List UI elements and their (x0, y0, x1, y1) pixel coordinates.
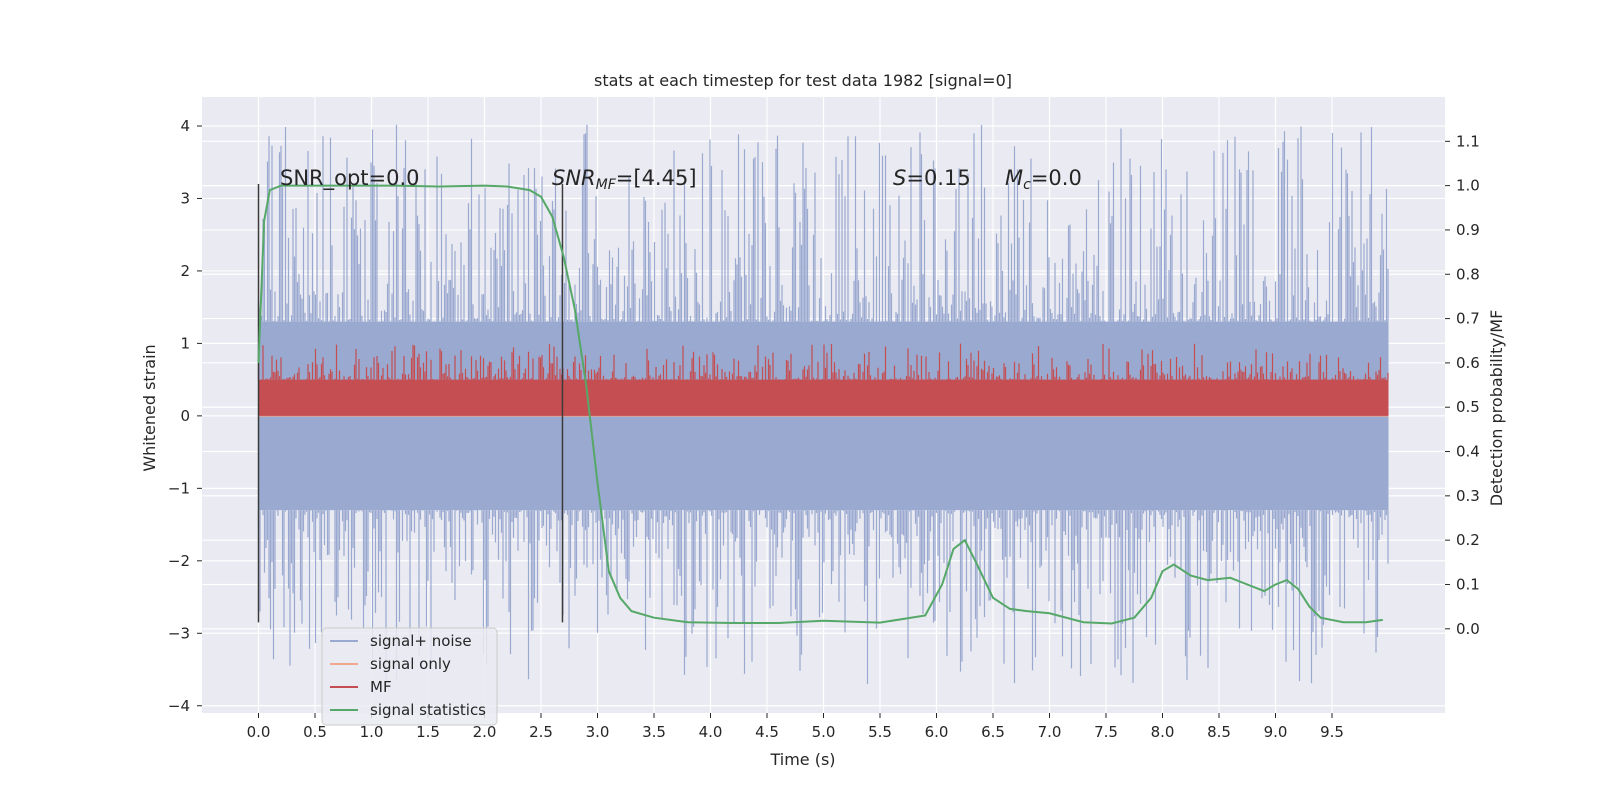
x-tick-label: 0.5 (303, 723, 327, 741)
x-tick-label: 2.5 (529, 723, 553, 741)
x-tick-label: 1.5 (416, 723, 440, 741)
x-tick-label: 4.5 (755, 723, 779, 741)
legend: signal+ noise signal only MF signal stat… (321, 627, 498, 726)
mc-subscript: c (1023, 177, 1031, 193)
y-tick-label: 4 (180, 117, 190, 135)
x-tick-label: 7.0 (1038, 723, 1062, 741)
x-tick-label: 8.5 (1207, 723, 1231, 741)
vertical-markers (257, 183, 564, 623)
x-tick-label: 9.5 (1320, 723, 1344, 741)
legend-label-signal-only: signal only (370, 655, 451, 673)
y2-tick-label: 0.7 (1456, 310, 1480, 328)
y2-tick-label: 0.8 (1456, 265, 1480, 283)
mf-series (257, 343, 1389, 416)
annotation-mc: Mc=0.0 (1005, 166, 1082, 193)
x-tick-label: 3.5 (642, 723, 666, 741)
y2-tick-label: 0.9 (1456, 221, 1480, 239)
y-tick-label: 0 (180, 407, 190, 425)
x-axis: 0.0 0.5 1.0 1.5 2.0 2.5 3.0 3.5 4.0 4.5 5.0 5.5 6.0 6… (247, 713, 1344, 741)
y-tick-label: −4 (168, 697, 190, 715)
y-tick-label: 2 (180, 262, 190, 280)
x-tick-label: 9.0 (1264, 723, 1288, 741)
chart-title: stats at each timestep for test data 198… (594, 71, 1012, 90)
x-tick-label: 6.5 (981, 723, 1005, 741)
x-tick-label: 1.0 (360, 723, 384, 741)
x-tick-label: 8.0 (1151, 723, 1175, 741)
annotation-s: S=0.15 (893, 166, 971, 190)
y-tick-label: 3 (180, 189, 190, 207)
signal-statistics-series (257, 184, 1383, 625)
x-tick-label: 0.0 (247, 723, 271, 741)
legend-box (321, 627, 498, 726)
snr-mf-subscript: MF (596, 177, 617, 193)
annotation-snr-mf: SNRMF=[4.45] (552, 166, 697, 193)
y2-tick-label: 0.5 (1456, 398, 1480, 416)
y2-tick-label: 0.1 (1456, 575, 1480, 593)
y-tick-label: −2 (168, 552, 190, 570)
x-tick-label: 5.0 (812, 723, 836, 741)
s-symbol: S (893, 166, 906, 190)
mf-core-band (258, 379, 1389, 416)
y2-tick-label: 1.1 (1456, 132, 1480, 150)
y-axis-right: 1.1 1.0 0.9 0.8 0.7 0.6 0.5 0.4 0.3 0.2 0.1 0.0 (1445, 132, 1480, 638)
legend-label-signal-statistics: signal statistics (370, 701, 486, 719)
x-tick-label: 6.0 (925, 723, 949, 741)
x-tick-label: 5.5 (868, 723, 892, 741)
y2-tick-label: 0.6 (1456, 354, 1480, 372)
x-axis-label: Time (s) (769, 750, 835, 769)
y-tick-label: 1 (180, 334, 190, 352)
annotation-snr-opt: SNR_opt=0.0 (280, 166, 420, 191)
s-value: =0.15 (906, 166, 970, 190)
y2-tick-label: 0.2 (1456, 531, 1480, 549)
y2-tick-label: 0.3 (1456, 487, 1480, 505)
y2-tick-label: 1.0 (1456, 177, 1480, 195)
x-tick-label: 3.0 (586, 723, 610, 741)
snr-mf-value: =[4.45] (616, 166, 697, 190)
legend-label-mf: MF (370, 678, 392, 696)
mc-symbol: M (1005, 166, 1023, 190)
y2-axis-label: Detection probability/MF (1487, 310, 1506, 507)
legend-label-signal-noise: signal+ noise (370, 632, 472, 650)
y2-tick-label: 0.4 (1456, 443, 1480, 461)
y2-tick-label: 0.0 (1456, 620, 1480, 638)
y-axis-label: Whitened strain (140, 344, 159, 471)
y-tick-label: −3 (168, 624, 190, 642)
y-axis-left: 4 3 2 1 0 −1 −2 −3 −4 (168, 117, 202, 715)
x-tick-label: 7.5 (1094, 723, 1118, 741)
snr-mf-symbol: SNR (552, 166, 596, 190)
x-tick-label: 4.0 (699, 723, 723, 741)
mc-value: =0.0 (1031, 166, 1082, 190)
y-tick-label: −1 (168, 479, 190, 497)
x-tick-label: 2.0 (473, 723, 497, 741)
